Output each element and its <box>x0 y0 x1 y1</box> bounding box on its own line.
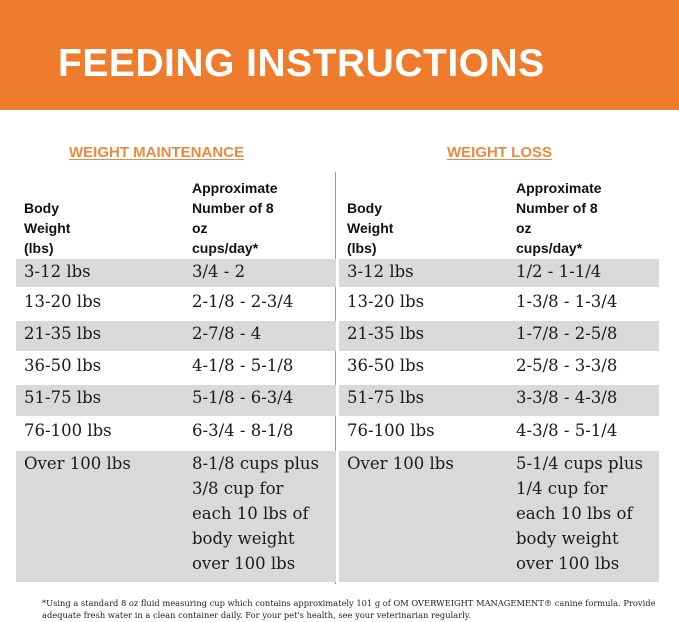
body-weight-header: Body Weight (lbs) <box>347 200 394 256</box>
cups-line: 1/4 cup for <box>516 479 608 498</box>
table-row: 13-20 lbs 1-3/8 - 1-3/4 <box>339 289 659 319</box>
cups-line: body weight <box>516 529 619 548</box>
footnote: *Using a standard 8 oz fluid measuring c… <box>42 598 656 620</box>
cups-cell: 4-1/8 - 5-1/8 <box>192 353 293 378</box>
cups-line: each 10 lbs of <box>192 504 309 523</box>
cups-line: 4-3/8 - 5-1/4 <box>516 421 618 440</box>
cups-line: 1-7/8 - 2-5/8 <box>516 324 618 343</box>
body-weight-cell: 13-20 lbs <box>347 292 425 311</box>
table-row: Over 100 lbs 8-1/8 cups plus 3/8 cup for ea… <box>16 451 336 582</box>
body-weight-header: Body Weight (lbs) <box>24 200 71 256</box>
body-weight-cell: 36-50 lbs <box>24 356 102 375</box>
cups-header: Approximate Number of 8 oz cups/day* <box>516 178 602 258</box>
cups-cell: 3/4 - 2 <box>192 259 245 284</box>
body-weight-cell: 21-35 lbs <box>347 324 425 343</box>
cups-header-line: Number of 8 oz <box>192 200 274 236</box>
cups-line: 5-1/8 - 6-3/4 <box>192 388 294 407</box>
cups-line: 4-1/8 - 5-1/8 <box>192 356 294 375</box>
cups-header-line: Approximate <box>516 180 602 196</box>
table-row: 21-35 lbs 1-7/8 - 2-5/8 <box>339 321 659 351</box>
cups-header: Approximate Number of 8 oz cups/day* <box>192 178 278 258</box>
cups-cell: 5-1/8 - 6-3/4 <box>192 385 293 410</box>
body-weight-cell: 76-100 lbs <box>347 421 435 440</box>
cups-cell: 4-3/8 - 5-1/4 <box>516 418 617 443</box>
cups-line: over 100 lbs <box>516 554 620 573</box>
cups-line: 2-1/8 - 2-3/4 <box>192 292 294 311</box>
table-row: 13-20 lbs 2-1/8 - 2-3/4 <box>16 289 336 319</box>
body-weight-cell: 51-75 lbs <box>347 388 425 407</box>
cups-header-line: cups/day* <box>516 240 583 256</box>
cups-line: over 100 lbs <box>192 554 296 573</box>
table-row: 51-75 lbs 5-1/8 - 6-3/4 <box>16 385 336 416</box>
cups-cell: 2-1/8 - 2-3/4 <box>192 289 293 314</box>
page-title: FEEDING INSTRUCTIONS <box>58 42 545 85</box>
weight-loss-title: WEIGHT LOSS <box>447 144 552 161</box>
header-banner: FEEDING INSTRUCTIONS <box>0 0 679 110</box>
cups-line: 1-3/8 - 1-3/4 <box>516 292 618 311</box>
cups-cell: 2-5/8 - 3-3/8 <box>516 353 617 378</box>
body-weight-cell: 51-75 lbs <box>24 388 102 407</box>
body-weight-cell: 13-20 lbs <box>24 292 102 311</box>
cups-line: 3-3/8 - 4-3/8 <box>516 388 618 407</box>
table-row: 3-12 lbs 1/2 - 1-1/4 <box>339 259 659 287</box>
cups-line: each 10 lbs of <box>516 504 633 523</box>
table-row: 76-100 lbs 4-3/8 - 5-1/4 <box>339 418 659 449</box>
cups-line: 2-7/8 - 4 <box>192 324 262 343</box>
cups-header-line: Approximate <box>192 180 278 196</box>
cups-cell: 1-7/8 - 2-5/8 <box>516 321 617 346</box>
table-row: 36-50 lbs 4-1/8 - 5-1/8 <box>16 353 336 383</box>
table-row: 76-100 lbs 6-3/4 - 8-1/8 <box>16 418 336 449</box>
cups-cell: 8-1/8 cups plus 3/8 cup for each 10 lbs of… <box>192 451 319 576</box>
cups-cell: 6-3/4 - 8-1/8 <box>192 418 293 443</box>
cups-line: 3/4 - 2 <box>192 262 246 281</box>
body-weight-cell: Over 100 lbs <box>347 454 454 473</box>
table-row: 21-35 lbs 2-7/8 - 4 <box>16 321 336 351</box>
cups-line: body weight <box>192 529 295 548</box>
body-weight-cell: 3-12 lbs <box>24 262 91 281</box>
cups-line: 6-3/4 - 8-1/8 <box>192 421 294 440</box>
cups-line: 2-5/8 - 3-3/8 <box>516 356 618 375</box>
cups-cell: 2-7/8 - 4 <box>192 321 261 346</box>
cups-header-line: cups/day* <box>192 240 259 256</box>
cups-cell: 1-3/8 - 1-3/4 <box>516 289 617 314</box>
body-weight-cell: 76-100 lbs <box>24 421 112 440</box>
body-weight-cell: 36-50 lbs <box>347 356 425 375</box>
table-row: 51-75 lbs 3-3/8 - 4-3/8 <box>339 385 659 416</box>
cups-header-line: Number of 8 oz <box>516 200 598 236</box>
cups-line: 3/8 cup for <box>192 479 284 498</box>
cups-line: 8-1/8 cups plus <box>192 454 319 473</box>
cups-cell: 3-3/8 - 4-3/8 <box>516 385 617 410</box>
weight-maintenance-title: WEIGHT MAINTENANCE <box>69 144 244 161</box>
table-row: 36-50 lbs 2-5/8 - 3-3/8 <box>339 353 659 383</box>
cups-cell: 1/2 - 1-1/4 <box>516 259 601 284</box>
table-row: 3-12 lbs 3/4 - 2 <box>16 259 336 287</box>
cups-cell: 5-1/4 cups plus 1/4 cup for each 10 lbs of… <box>516 451 643 576</box>
cups-line: 5-1/4 cups plus <box>516 454 643 473</box>
column-divider <box>335 172 336 584</box>
body-weight-cell: 3-12 lbs <box>347 262 414 281</box>
cups-line: 1/2 - 1-1/4 <box>516 262 602 281</box>
body-weight-cell: 21-35 lbs <box>24 324 102 343</box>
table-row: Over 100 lbs 5-1/4 cups plus 1/4 cup for ea… <box>339 451 659 582</box>
body-weight-cell: Over 100 lbs <box>24 454 131 473</box>
